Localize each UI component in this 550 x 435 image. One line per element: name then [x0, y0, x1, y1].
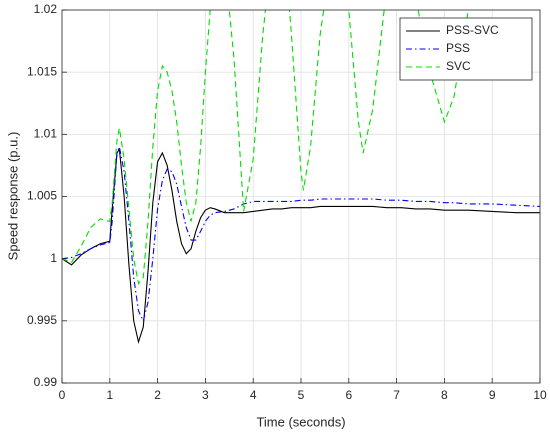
lines [62, 10, 540, 345]
y-tick-label: 1.015 [27, 64, 57, 78]
y-tick-label: 1 [50, 251, 57, 265]
y-tick-label: 1.005 [27, 189, 57, 203]
x-tick-label: 7 [393, 388, 400, 402]
x-tick-label: 10 [533, 388, 547, 402]
x-tick-label: 9 [489, 388, 496, 402]
y-tick-label: 1.01 [34, 127, 58, 141]
x-tick-label: 8 [441, 388, 448, 402]
x-axis-label: Time (seconds) [256, 414, 345, 429]
x-tick-label: 3 [202, 388, 209, 402]
x-tick-label: 1 [106, 388, 113, 402]
y-tick-label: 0.99 [34, 375, 58, 389]
x-tick-label: 4 [250, 388, 257, 402]
x-tick-label: 2 [154, 388, 161, 402]
y-tick-label: 1.02 [34, 2, 58, 16]
legend-label: PSS-SVC [446, 23, 499, 37]
legend-label: SVC [446, 59, 471, 73]
legend: PSS-SVC PSS SVC [399, 17, 533, 81]
series-line [62, 144, 540, 323]
legend-label: PSS [446, 41, 470, 55]
x-tick-label: 0 [59, 388, 66, 402]
y-axis-label: Speed response (p.u.) [5, 132, 20, 261]
x-tick-label: 5 [298, 388, 305, 402]
ticks: 0.99 0.995 1 1.005 1.01 1.015 1.02 0 1 2 3 4 5 6 7 8 9 10 [27, 2, 547, 402]
y-tick-label: 0.995 [27, 313, 57, 327]
series-line [62, 147, 540, 345]
x-tick-label: 6 [345, 388, 352, 402]
